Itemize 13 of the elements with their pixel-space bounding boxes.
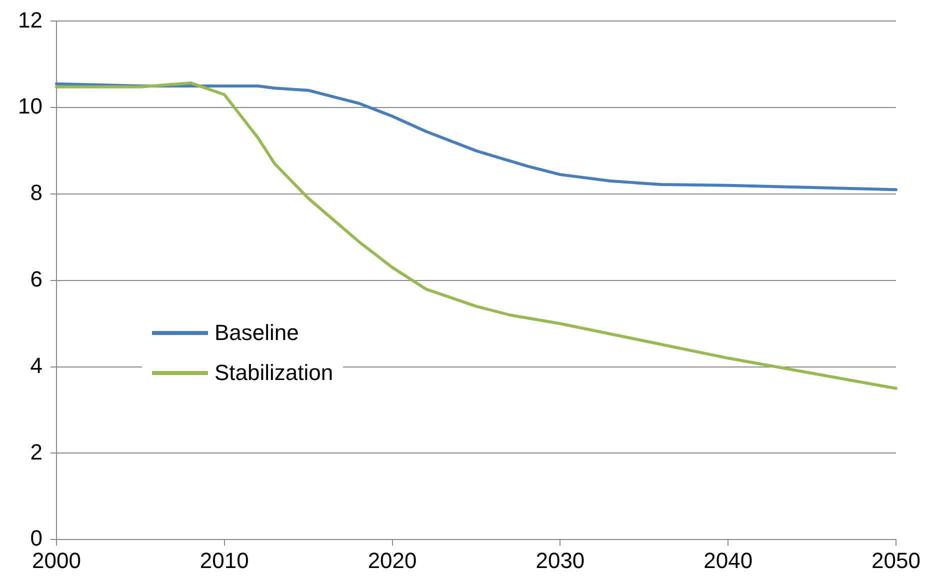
y-tick-label: 8: [30, 180, 42, 206]
y-tick-label: 10: [18, 94, 42, 119]
x-tick-label: 2030: [536, 548, 585, 573]
legend-label: Stabilization: [214, 360, 334, 386]
x-tick-label: 2040: [704, 548, 753, 573]
legend-label: Baseline: [214, 320, 299, 346]
y-tick-label: 6: [30, 266, 42, 292]
x-tick-label: 2050: [872, 548, 920, 573]
y-tick-label: 12: [18, 7, 42, 32]
y-tick-label: 2: [30, 439, 42, 464]
x-tick-label: 2010: [200, 548, 249, 573]
x-tick-label: 2020: [368, 548, 417, 573]
y-tick-label: 4: [30, 352, 42, 378]
